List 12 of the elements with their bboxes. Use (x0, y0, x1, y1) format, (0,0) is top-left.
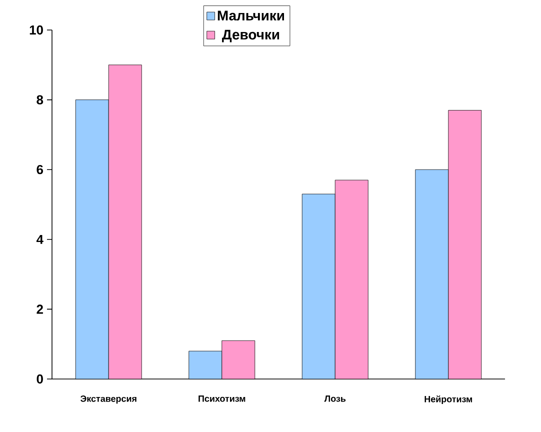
x-tick-label: Лозь (324, 396, 346, 402)
legend-label: Мальчики (218, 10, 284, 20)
y-tick-label: 0 (36, 374, 43, 384)
y-tick-label: 2 (36, 304, 43, 314)
y-tick-label: 10 (30, 25, 43, 35)
x-tick-label: Нейротизм (424, 396, 472, 404)
x-tick-label: Экставерсия (80, 396, 136, 404)
x-tick-label: Психотизм (198, 396, 246, 402)
y-tick-label: 6 (36, 165, 44, 174)
y-tick-label: 4 (36, 234, 44, 244)
legend-label: Девочки (222, 30, 280, 42)
y-tick-label: 8 (36, 95, 44, 104)
